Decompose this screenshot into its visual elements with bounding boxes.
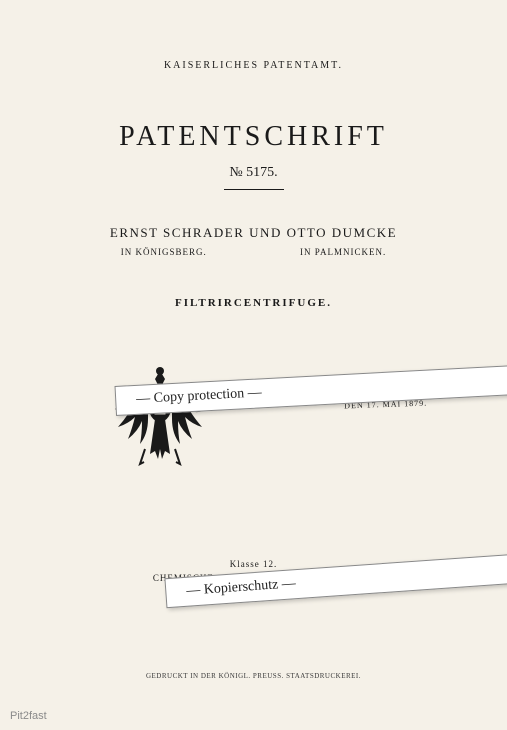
patent-page: KAISERLICHES PATENTAMT. PATENTSCHRIFT № … [0,0,507,730]
inventor-2: OTTO DUMCKE [287,225,398,240]
watermark-text: Pit2fast [10,710,47,722]
strip1-label: — Copy protection — [136,385,262,407]
patent-office: KAISERLICHES PATENTAMT. [40,60,467,71]
document-title: PATENTSCHRIFT [40,121,467,153]
conjunction: UND [249,225,282,240]
location-2: IN PALMNICKEN. [300,247,386,257]
printer-line: GEDRUCKT IN DER KÖNIGL. PREUSS. STAATSDR… [0,672,507,680]
inventor-1: ERNST SCHRADER [110,225,245,240]
number-value: 5175. [246,165,278,180]
location-1: IN KÖNIGSBERG. [121,247,207,257]
invention-title: FILTRIRCENTRIFUGE. [40,297,467,309]
patent-number: № 5175. [40,165,467,181]
divider-line [224,189,284,190]
strip2-label: — Kopierschutz — [186,576,296,599]
locations-line: IN KÖNIGSBERG. IN PALMNICKEN. [40,247,467,257]
number-prefix: № [229,165,242,180]
inventors-line: ERNST SCHRADER UND OTTO DUMCKE [40,225,467,241]
imperial-eagle-icon [100,359,220,489]
